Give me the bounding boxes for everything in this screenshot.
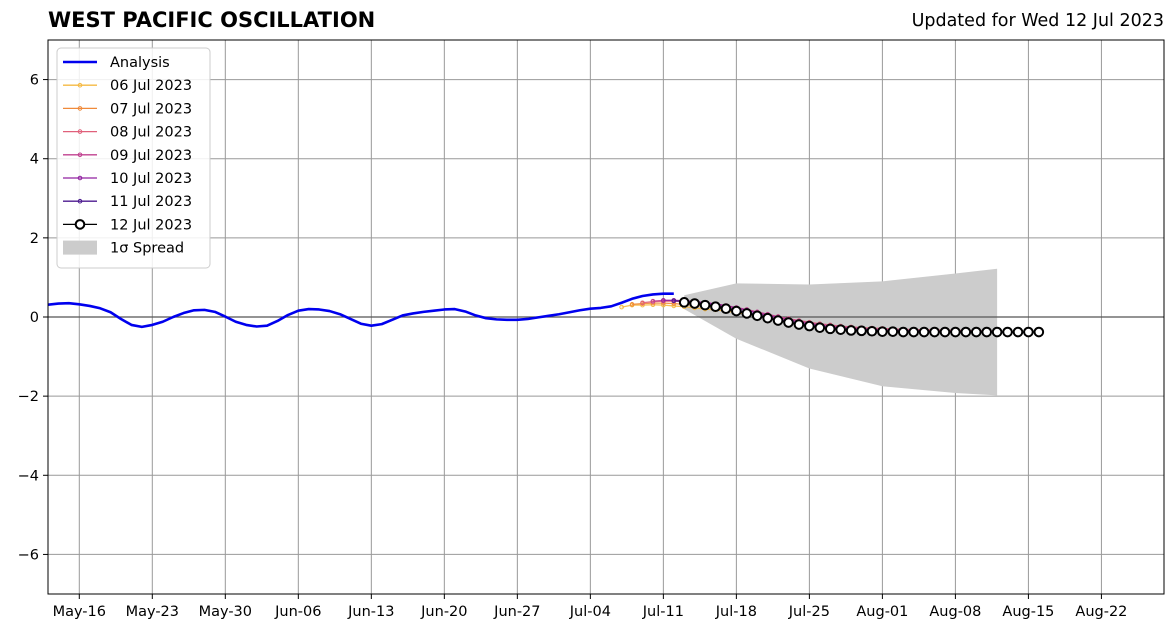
- legend-marker: [77, 198, 83, 204]
- legend-label: 09 Jul 2023: [110, 148, 192, 164]
- forecast-point: [1012, 326, 1024, 338]
- legend-marker: [77, 82, 83, 88]
- forecast-point: [650, 298, 656, 304]
- forecast-point: [1033, 326, 1045, 338]
- plot-area: [48, 268, 1164, 396]
- forecast-point: [991, 326, 1003, 338]
- y-tick-label: 2: [30, 231, 39, 247]
- analysis-line: [48, 292, 674, 329]
- chart-subtitle: Updated for Wed 12 Jul 2023: [911, 11, 1164, 31]
- forecast-point: [814, 322, 826, 333]
- legend: Analysis 06 Jul 2023 07 Jul 2023 08 Jul 202…: [56, 47, 211, 269]
- x-tick-label: Aug-08: [929, 604, 981, 620]
- y-tick-label: 6: [30, 73, 39, 89]
- x-tick-label: Jul-04: [569, 604, 611, 620]
- forecast-point: [918, 326, 930, 338]
- legend-label: 08 Jul 2023: [110, 125, 192, 141]
- legend-marker: [77, 106, 83, 111]
- legend-marker: [77, 152, 83, 158]
- legend-handle: [63, 240, 97, 255]
- y-tick-label: −6: [18, 547, 39, 563]
- legend-label: 11 Jul 2023: [110, 194, 192, 210]
- forecast-point: [908, 326, 919, 338]
- forecast-point: [824, 323, 836, 335]
- forecast-point: [1023, 326, 1034, 338]
- forecast-point: [629, 302, 635, 307]
- forecast-point: [661, 298, 666, 303]
- forecast-point: [1002, 326, 1013, 338]
- legend-label: Analysis: [110, 55, 170, 71]
- legend-marker: [77, 129, 83, 134]
- y-tick-label: −2: [18, 389, 39, 405]
- forecast-point: [678, 297, 690, 308]
- legend-label: 06 Jul 2023: [110, 78, 192, 94]
- legend-label: 1σ Spread: [110, 241, 184, 257]
- forecast-point: [699, 299, 711, 311]
- forecast-point: [960, 326, 972, 338]
- forecast-point: [751, 310, 763, 322]
- legend-label: 12 Jul 2023: [110, 217, 192, 233]
- forecast-point: [720, 303, 732, 314]
- forecast-point: [939, 326, 951, 338]
- x-tick-label: Jul-11: [642, 604, 684, 620]
- legend-label: 07 Jul 2023: [110, 101, 192, 117]
- forecast-point: [845, 325, 857, 336]
- forecast-point: [793, 319, 805, 330]
- legend-marker: [77, 175, 83, 181]
- forecast-point: [970, 326, 982, 338]
- x-tick-label: Jul-25: [788, 604, 830, 620]
- forecast-point: [710, 301, 721, 313]
- x-tick-label: Jun-20: [420, 604, 467, 620]
- forecast-point: [981, 326, 992, 338]
- forecast-point: [731, 305, 742, 317]
- forecast-point: [783, 317, 794, 328]
- y-axis: −6 −4 −2 0 2 4 6: [18, 73, 48, 563]
- forecast-point: [689, 298, 700, 309]
- forecast-point: [897, 326, 909, 338]
- forecast-point: [640, 300, 645, 306]
- x-tick-label: Jun-06: [274, 604, 321, 620]
- y-tick-label: 0: [30, 310, 39, 326]
- x-tick-label: Jun-13: [347, 604, 394, 620]
- forecast-point: [619, 304, 624, 310]
- y-tick-label: −4: [18, 468, 39, 484]
- x-tick-label: May-30: [199, 604, 252, 620]
- forecast-point: [929, 326, 940, 338]
- x-tick-label: May-23: [126, 604, 179, 620]
- forecast-series: [678, 297, 1045, 338]
- x-tick-label: Jun-27: [493, 604, 540, 620]
- x-axis: May-16 May-23 May-30 Jun-06 Jun-13 Jun-20 Jun-…: [53, 594, 1127, 620]
- forecast-point: [950, 326, 961, 338]
- forecast-point: [877, 326, 888, 337]
- forecast-point: [741, 308, 753, 319]
- x-tick-label: Jul-18: [715, 604, 757, 620]
- forecast-point: [762, 312, 773, 324]
- legend-box: [56, 47, 211, 269]
- forecast-point: [866, 325, 878, 337]
- forecast-point: [887, 326, 899, 337]
- x-tick-label: Aug-22: [1075, 604, 1127, 620]
- chart-title: WEST PACIFIC OSCILLATION: [48, 8, 376, 32]
- x-tick-label: Aug-01: [856, 604, 908, 620]
- x-tick-label: May-16: [53, 604, 106, 620]
- forecast-point: [835, 324, 846, 335]
- x-tick-label: Aug-15: [1002, 604, 1054, 620]
- forecast-point: [671, 298, 677, 304]
- forecast-point: [772, 315, 784, 326]
- legend-label: 10 Jul 2023: [110, 171, 192, 187]
- forecast-point: [804, 320, 815, 332]
- forecast-point: [856, 325, 867, 337]
- legend-marker: [74, 219, 86, 230]
- y-tick-label: 4: [30, 152, 39, 168]
